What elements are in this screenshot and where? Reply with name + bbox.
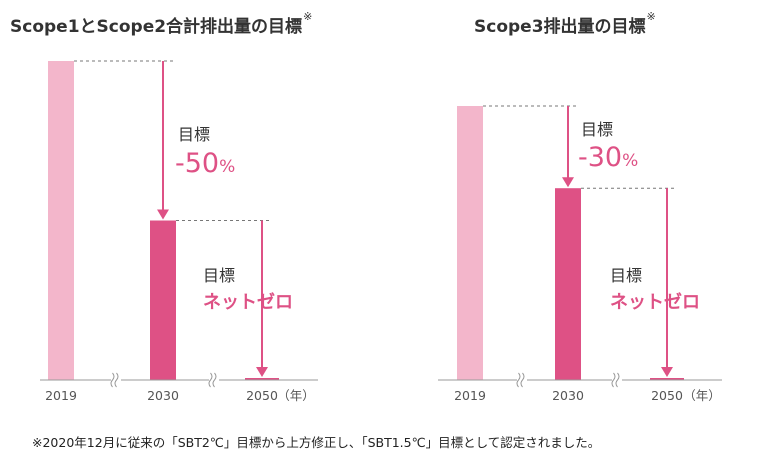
- chart-2-tick-label-2030: 2030: [552, 388, 584, 403]
- chart-2-tick-label-2019: 2019: [454, 388, 486, 403]
- chart-1-bar-2019: [48, 61, 74, 380]
- chart-1-tick-label-2019: 2019: [45, 388, 77, 403]
- chart-1-axis-break-1-1: [110, 372, 115, 388]
- chart-2-target-value-number-1: -30: [578, 142, 622, 173]
- chart-1-axis-break-2-1: [208, 372, 213, 388]
- chart-2-target-label-1: 目標: [581, 120, 613, 139]
- chart-1-bar-2030: [150, 220, 176, 380]
- chart-1-title-mark: ※: [303, 10, 313, 23]
- chart-1-arrowhead-1: [157, 209, 169, 220]
- chart-2-axis-break-1-2: [520, 372, 525, 388]
- chart-1-target-value-number-1: -50: [175, 148, 219, 179]
- chart-1-target-value-unit-1: %: [219, 157, 235, 177]
- chart-2-arrowhead-2: [661, 367, 673, 377]
- chart-1-tick-label-2030: 2030: [147, 388, 179, 403]
- chart-2-target-value-2: ネットゼロ: [610, 291, 700, 313]
- chart-1-target-value-2: ネットゼロ: [203, 291, 293, 313]
- footnote: ※2020年12月に従来の「SBT2℃」目標から上方修正し、「SBT1.5℃」目…: [32, 435, 601, 450]
- chart-2-bar-2030: [555, 188, 581, 380]
- chart-2-bar-2019: [457, 106, 483, 380]
- chart-1-arrowhead-2: [256, 367, 268, 377]
- chart-1-title-text: Scope1とScope2合計排出量の目標: [10, 17, 303, 37]
- chart-2-arrowhead-1: [562, 177, 574, 188]
- chart-2-bar-2050: [650, 378, 684, 380]
- chart-2-target-value-1: -30%: [578, 142, 638, 173]
- chart-2-title-text: Scope3排出量の目標: [474, 17, 646, 37]
- chart-1-title: Scope1とScope2合計排出量の目標※: [10, 10, 313, 37]
- chart-2-tick-label-2050: 2050: [651, 388, 683, 403]
- chart-1-target-value-1: -50%: [175, 148, 235, 179]
- chart-2-target-label-2: 目標: [610, 266, 642, 285]
- chart-2-axis-break-2-1: [611, 372, 616, 388]
- chart-2-title-mark: ※: [646, 10, 656, 23]
- chart-1-bar-2050: [245, 378, 279, 380]
- chart-1-axis-break-1-2: [114, 372, 119, 388]
- chart-1-target-label-2: 目標: [203, 266, 235, 285]
- chart-2-axis-break-2-2: [615, 372, 620, 388]
- chart-1-target-label-1: 目標: [178, 125, 210, 144]
- chart-2-target-value-unit-1: %: [622, 151, 638, 171]
- chart-2-axis-break-1-1: [516, 372, 521, 388]
- chart-1-tick-label-2050: 2050: [246, 388, 278, 403]
- chart-2-title: Scope3排出量の目標※: [474, 10, 656, 37]
- chart-1-axis-break-2-2: [212, 372, 217, 388]
- chart-1-unit-label: （年）: [277, 388, 315, 403]
- chart-2-unit-label: （年）: [683, 388, 721, 403]
